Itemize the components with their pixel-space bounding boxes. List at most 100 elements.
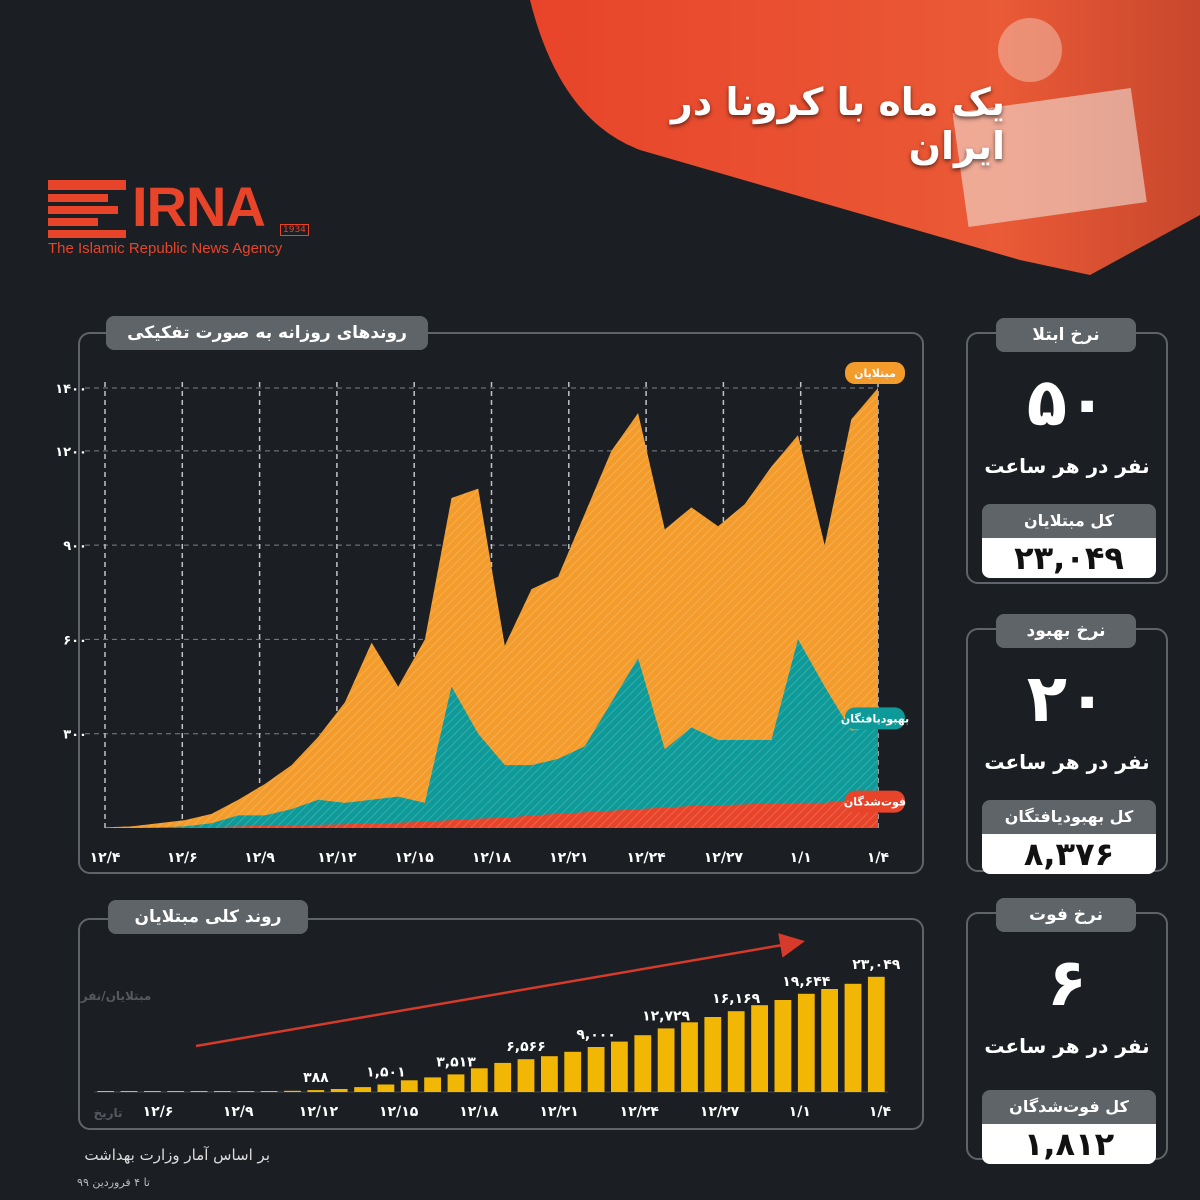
death-rate-title: نرخ فوت [996,898,1136,932]
x-tick-label: ۱/۱ [789,1104,811,1120]
infection-rate-box: نرخ ابتلا ۵۰ نفر در هر ساعت کل مبتلایان … [966,318,1168,584]
daily-trends-title: روندهای روزانه به صورت تفکیکی [106,316,428,350]
cumulative-bar [260,1091,278,1092]
x-tick-label: ۱۲/۲۷ [704,850,744,866]
x-tick-label: ۱۲/۱۲ [317,850,357,866]
logo-wordmark: IRNA [132,175,266,238]
cumulative-bar [611,1041,628,1092]
recovery-rate-unit: نفر در هر ساعت [984,750,1150,774]
cumulative-bar [447,1074,465,1092]
cumulative-bar [681,1022,698,1092]
death-rate-box: نرخ فوت ۶ نفر در هر ساعت کل فوت‌شدگان ۱,… [966,898,1168,1164]
x-tick-label: ۱۲/۲۴ [626,850,666,866]
x-tick-label: ۱۲/۹ [223,1104,254,1120]
date-note: تا ۴ فروردین ۹۹ [77,1176,150,1189]
cumulative-bar [494,1062,512,1092]
cumulative-bar [704,1017,722,1092]
bar-data-label: ۲۳,۰۴۹ [852,957,900,973]
cumulative-bar [307,1090,325,1092]
x-tick-label: ۱/۴ [867,850,890,866]
bar-data-label: ۹,۰۰۰ [576,1027,616,1043]
cumulative-bar [821,989,838,1092]
cumulative-bar [190,1091,208,1092]
bar-data-label: ۱۶,۱۶۹ [712,991,760,1007]
y-tick-label: ۱۴۰۰ [55,382,87,397]
bar-data-label: ۶,۵۶۶ [506,1039,546,1055]
bar-data-label: ۳۸۸ [303,1070,329,1086]
total-infected-value: ۲۳,۰۴۹ [982,538,1156,578]
cumulative-bar [400,1080,418,1092]
cumulative-bar [867,976,885,1092]
x-tick-label: ۱۲/۱۵ [379,1104,419,1120]
cumulative-bar [330,1089,348,1092]
recovery-rate-title: نرخ بهبود [996,614,1136,648]
deaths-area-hatch [105,796,878,828]
cumulative-bar [774,1000,792,1092]
cumulative-bar [751,1005,768,1092]
y-tick-label: ۶۰۰ [63,633,87,648]
x-tick-label: ۱/۴ [869,1104,892,1120]
page-title: یک ماه با کرونا در ایران [670,80,1005,168]
cumulative-bar [284,1090,301,1092]
infection-rate-unit: نفر در هر ساعت [984,454,1150,478]
x-tick-label: ۱۲/۱۲ [299,1104,339,1120]
cumulative-bar [167,1091,185,1092]
cumulative-bar [657,1028,675,1092]
cumulative-bar [237,1091,255,1092]
infection-rate-title: نرخ ابتلا [996,318,1136,352]
x-tick-label: ۱۲/۴ [90,850,121,866]
bar-data-label: ۱۹,۶۴۴ [782,974,830,990]
x-tick-label: ۱۲/۶ [167,850,198,866]
irna-logo: IRNA 1934 The Islamic Republic News Agen… [48,175,309,260]
cumulative-bar [214,1091,231,1092]
confirmed-series-label-bg [845,362,905,384]
daily-trends-panel [78,332,924,874]
y-tick-label: ۹۰۰ [63,539,87,554]
irna-logo-mark-icon [48,180,126,238]
source-note: بر اساس آمار وزارت بهداشت [84,1146,270,1164]
x-tick-label: ۱۲/۹ [244,850,275,866]
x-tick-label: ۱۲/۲۴ [620,1104,660,1120]
cumulative-title: روند کلی مبتلایان [108,900,308,934]
x-tick-label: ۱۲/۱۵ [395,850,435,866]
cumulative-bar [120,1091,138,1092]
x-tick-label: ۱۲/۲۷ [700,1104,740,1120]
confirmed-area-hatch [105,388,878,828]
cumulative-bar [470,1068,488,1092]
x-tick-label: ۱۲/۱۸ [459,1104,499,1120]
total-deaths-label: کل فوت‌شدگان [982,1090,1156,1124]
total-infected-label: کل مبتلایان [982,504,1156,538]
cumulative-bar [844,983,862,1092]
death-rate-value: ۶ [1046,944,1088,1021]
recovery-rate-value: ۲۰ [1026,660,1108,737]
bar-data-label: ۱۲,۷۲۹ [642,1008,690,1024]
confirmed-series-label: مبتلایان [854,367,896,380]
cumulative-bar [424,1077,441,1092]
cumulative-panel [78,918,924,1130]
cumulative-bar [377,1084,395,1092]
x-tick-label: ۱۲/۶ [143,1104,174,1120]
cumulative-bar [541,1056,558,1092]
infection-rate-value: ۵۰ [1026,364,1108,441]
x-tick-label: ۱۲/۱۸ [472,850,512,866]
cumulative-bar [564,1051,582,1092]
bar-data-label: ۱,۵۰۱ [366,1065,406,1081]
logo-year: 1934 [280,224,309,236]
recovery-rate-box: نرخ بهبود ۲۰ نفر در هر ساعت کل بهبودیافت… [966,614,1168,874]
total-recovered-value: ۸,۳۷۶ [982,834,1156,874]
cumulative-bar [727,1011,745,1092]
y-tick-label: ۳۰۰ [63,728,87,743]
cumulative-bar [354,1087,371,1092]
recovered-series-label: بهبودیافتگان [841,712,909,725]
recovered-series-label-bg [845,707,905,730]
logo-subtitle: The Islamic Republic News Agency [48,240,283,257]
cumulative-bar [797,993,815,1092]
x-axis-label: تاریخ [93,1106,122,1120]
x-tick-label: ۱۲/۲۱ [539,1104,578,1120]
header-banner [530,0,1200,275]
cumulative-bar [97,1091,115,1092]
death-rate-unit: نفر در هر ساعت [984,1034,1150,1058]
x-tick-label: ۱۲/۲۱ [549,850,588,866]
